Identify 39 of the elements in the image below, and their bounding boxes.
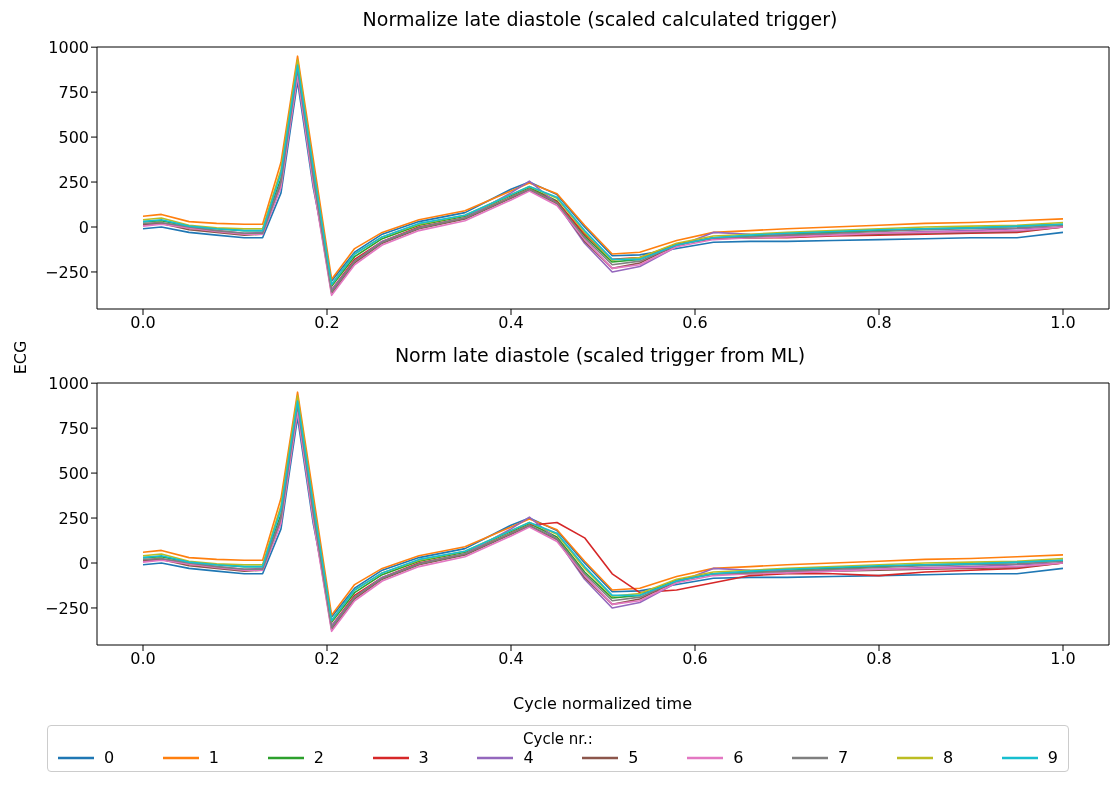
y-tick-label: 250 <box>58 172 89 192</box>
legend-label: 8 <box>942 748 954 767</box>
x-tick-label: 0.4 <box>498 313 524 333</box>
x-tick-label: 0.8 <box>866 313 892 333</box>
y-tick-label: 500 <box>58 127 89 147</box>
legend-label: 0 <box>104 748 115 767</box>
x-axis-title: Cycle normalized time <box>512 694 693 713</box>
y-tick-label: −250 <box>45 598 89 618</box>
x-tick-label: 0.6 <box>682 649 708 669</box>
legend-label: 4 <box>523 748 534 767</box>
legend-label: 1 <box>208 748 220 767</box>
legend-label: 7 <box>838 748 849 767</box>
x-tick-label: 0.8 <box>866 649 892 669</box>
y-tick-label: 250 <box>58 508 89 528</box>
y-tick-label: 0 <box>78 217 89 237</box>
chart-title: Norm late diastole (scaled trigger from ML) <box>394 344 806 366</box>
chart-title: Normalize late diastole (scaled calculated trigger) <box>361 8 839 32</box>
y-tick-label: 1000 <box>48 373 89 393</box>
y-tick-label: −250 <box>45 262 89 282</box>
y-axis-title: ECG <box>11 340 31 375</box>
legend-label: 9 <box>1047 748 1058 767</box>
x-tick-label: 0.2 <box>314 649 340 669</box>
legend-title: Cycle nr.: <box>522 730 594 748</box>
x-tick-label: 1.0 <box>1050 313 1076 333</box>
x-tick-label: 0.4 <box>498 649 524 669</box>
legend-label: 6 <box>733 748 744 767</box>
y-tick-label: 750 <box>58 418 89 438</box>
legend-label: 3 <box>418 748 429 767</box>
legend-label: 2 <box>313 748 324 767</box>
y-tick-label: 1000 <box>48 37 89 57</box>
legend-label: 5 <box>628 748 639 767</box>
x-tick-label: 0.2 <box>314 313 340 333</box>
y-tick-label: 500 <box>58 463 89 483</box>
x-tick-label: 0.0 <box>130 649 156 669</box>
x-tick-label: 0.6 <box>682 313 708 333</box>
x-tick-label: 0.0 <box>130 313 156 333</box>
y-tick-label: 0 <box>78 553 89 573</box>
y-tick-label: 750 <box>58 82 89 102</box>
x-tick-label: 1.0 <box>1050 649 1076 669</box>
